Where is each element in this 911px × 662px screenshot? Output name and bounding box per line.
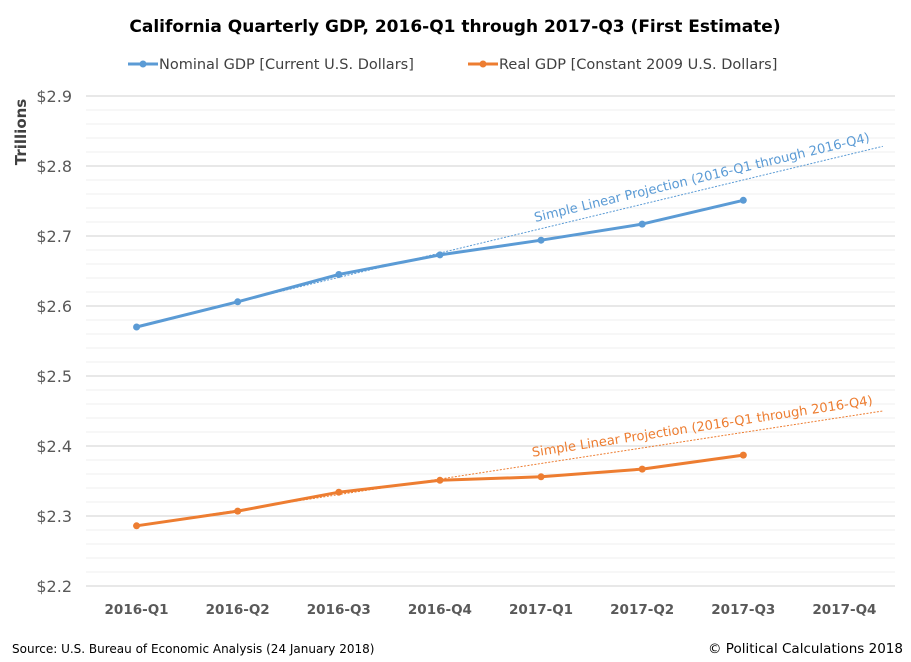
data-point bbox=[739, 196, 747, 204]
x-tick-label: 2017-Q4 bbox=[812, 602, 876, 618]
data-point bbox=[133, 522, 141, 530]
data-point bbox=[537, 236, 545, 244]
data-point bbox=[436, 476, 444, 484]
y-tick-label: $2.5 bbox=[36, 367, 72, 386]
data-point bbox=[739, 451, 747, 459]
y-tick-label: $2.2 bbox=[36, 577, 72, 596]
legend-label: Real GDP [Constant 2009 U.S. Dollars] bbox=[499, 57, 777, 73]
legend-marker bbox=[479, 60, 487, 68]
data-point bbox=[234, 507, 242, 515]
y-tick-label: $2.3 bbox=[36, 507, 72, 526]
projections: Simple Linear Projection (2016-Q1 throug… bbox=[136, 131, 883, 527]
data-point bbox=[335, 488, 343, 496]
y-axis-label: Trillions bbox=[12, 99, 30, 166]
chart-title: California Quarterly GDP, 2016-Q1 throug… bbox=[129, 17, 780, 37]
legend: Nominal GDP [Current U.S. Dollars] Real G… bbox=[128, 57, 777, 73]
x-tick-label: 2017-Q1 bbox=[509, 602, 573, 618]
data-point bbox=[638, 220, 646, 228]
legend-marker bbox=[139, 60, 147, 68]
data-point bbox=[436, 251, 444, 259]
data-point bbox=[234, 298, 242, 306]
data-point bbox=[638, 465, 646, 473]
y-tick-label: $2.8 bbox=[36, 157, 72, 176]
x-tick-label: 2017-Q2 bbox=[610, 602, 674, 618]
series-line bbox=[136, 453, 744, 528]
y-tick-label: $2.9 bbox=[36, 87, 72, 106]
x-tick-label: 2016-Q3 bbox=[307, 602, 371, 618]
data-point bbox=[335, 271, 343, 278]
y-tick-label: $2.6 bbox=[36, 297, 72, 316]
copyright-note: © Political Calculations 2018 bbox=[708, 641, 903, 657]
legend-label: Nominal GDP [Current U.S. Dollars] bbox=[159, 57, 414, 73]
y-tick-label: $2.7 bbox=[36, 227, 72, 246]
x-tick-label: 2016-Q1 bbox=[105, 602, 169, 618]
x-tick-label: 2016-Q4 bbox=[408, 602, 472, 618]
series bbox=[133, 196, 747, 530]
x-ticks: 2016-Q1 2016-Q2 2016-Q3 2016-Q4 2017-Q1 2017-… bbox=[105, 602, 877, 618]
y-tick-label: $2.4 bbox=[36, 437, 72, 456]
x-tick-label: 2016-Q2 bbox=[206, 602, 270, 618]
y-ticks: $2.2 $2.3 $2.4 $2.5 $2.6 $2.7 $2.8 $2.9 bbox=[36, 87, 72, 596]
x-tick-label: 2017-Q3 bbox=[711, 602, 775, 618]
gridlines bbox=[86, 95, 895, 587]
data-point bbox=[133, 323, 141, 331]
projection-label: Simple Linear Projection (2016-Q1 throug… bbox=[533, 131, 871, 226]
source-note: Source: U.S. Bureau of Economic Analysis… bbox=[12, 642, 374, 656]
data-point bbox=[537, 473, 545, 481]
